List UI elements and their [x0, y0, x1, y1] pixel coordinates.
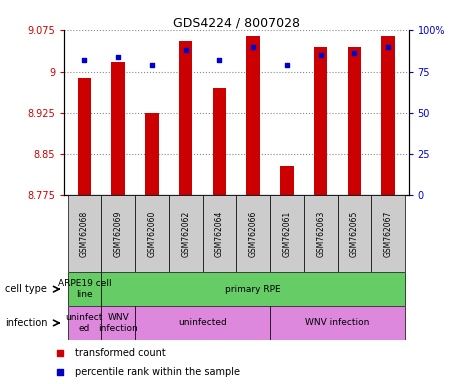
- Bar: [179, 41, 192, 195]
- Text: uninfected: uninfected: [178, 318, 227, 328]
- Text: GSM762067: GSM762067: [384, 211, 393, 257]
- Bar: [371, 195, 405, 272]
- Point: [317, 52, 324, 58]
- Text: GSM762064: GSM762064: [215, 211, 224, 257]
- Bar: [348, 47, 361, 195]
- Bar: [145, 113, 159, 195]
- Bar: [67, 306, 101, 340]
- Text: GSM762061: GSM762061: [283, 211, 292, 257]
- Bar: [247, 36, 260, 195]
- Point: [182, 47, 190, 53]
- Bar: [135, 195, 169, 272]
- Text: GSM762068: GSM762068: [80, 211, 89, 257]
- Bar: [381, 36, 395, 195]
- Text: WNV
infection: WNV infection: [98, 313, 138, 333]
- Point: [81, 57, 88, 63]
- Bar: [213, 88, 226, 195]
- Bar: [101, 272, 405, 306]
- Point: [351, 50, 358, 56]
- Bar: [237, 195, 270, 272]
- Point: [283, 62, 291, 68]
- Text: ARPE19 cell
line: ARPE19 cell line: [57, 280, 111, 299]
- Bar: [135, 306, 270, 340]
- Point: [114, 54, 122, 60]
- Bar: [67, 272, 101, 306]
- Bar: [101, 195, 135, 272]
- Text: GSM762065: GSM762065: [350, 211, 359, 257]
- Point: [249, 44, 257, 50]
- Point: [384, 44, 392, 50]
- Text: infection: infection: [5, 318, 47, 328]
- Bar: [338, 195, 371, 272]
- Text: percentile rank within the sample: percentile rank within the sample: [75, 367, 240, 377]
- Bar: [304, 195, 338, 272]
- Bar: [112, 62, 125, 195]
- Bar: [67, 195, 101, 272]
- Point: [148, 62, 156, 68]
- Text: cell type: cell type: [5, 284, 47, 294]
- Point: [56, 369, 64, 375]
- Text: GSM762060: GSM762060: [147, 211, 156, 257]
- Bar: [77, 78, 91, 195]
- Text: uninfect
ed: uninfect ed: [66, 313, 103, 333]
- Point: [56, 349, 64, 356]
- Bar: [101, 306, 135, 340]
- Text: GSM762062: GSM762062: [181, 211, 190, 257]
- Text: transformed count: transformed count: [75, 348, 165, 358]
- Bar: [314, 47, 327, 195]
- Text: GSM762063: GSM762063: [316, 211, 325, 257]
- Bar: [169, 195, 202, 272]
- Bar: [270, 306, 405, 340]
- Point: [216, 57, 223, 63]
- Text: WNV infection: WNV infection: [305, 318, 370, 328]
- Text: primary RPE: primary RPE: [225, 285, 281, 294]
- Title: GDS4224 / 8007028: GDS4224 / 8007028: [173, 16, 300, 29]
- Bar: [202, 195, 237, 272]
- Bar: [280, 166, 294, 195]
- Bar: [270, 195, 304, 272]
- Text: GSM762066: GSM762066: [249, 211, 258, 257]
- Text: GSM762069: GSM762069: [114, 211, 123, 257]
